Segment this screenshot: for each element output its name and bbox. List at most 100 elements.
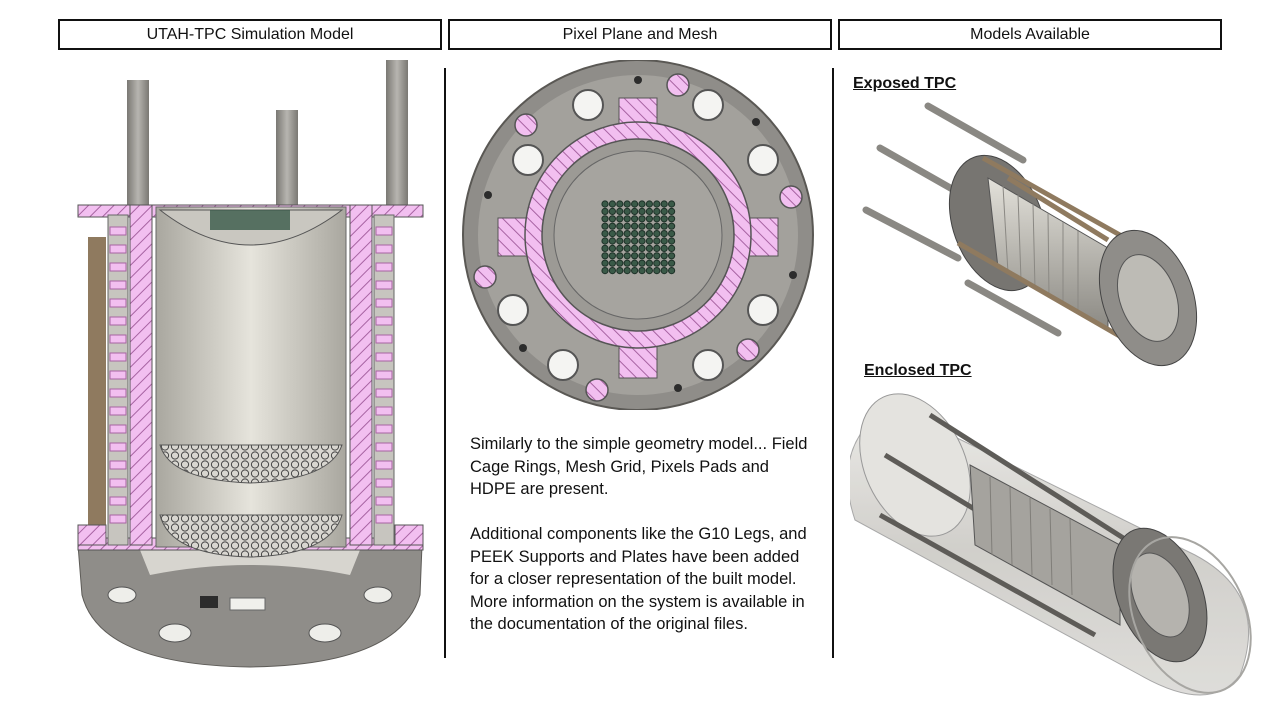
pixel-pad [631, 215, 639, 223]
pixel-pad [653, 200, 661, 208]
pixel-pad [601, 259, 609, 267]
pixel-pad [616, 252, 624, 260]
pixel-pad [601, 200, 609, 208]
pixel-pad [601, 215, 609, 223]
pixel-pad [608, 237, 616, 245]
pixel-pad [631, 200, 639, 208]
pixel-pad [638, 215, 646, 223]
pixel-pad [653, 207, 661, 215]
pixel-pad [616, 259, 624, 267]
pixel-pad [660, 200, 668, 208]
pixel-pad [623, 252, 631, 260]
pixel-pad [623, 222, 631, 230]
pixel-pad [660, 215, 668, 223]
pixel-pad [660, 259, 668, 267]
pixel-pad [631, 259, 639, 267]
pixel-pad [645, 267, 653, 275]
pixel-pad [623, 267, 631, 275]
divider-left [444, 68, 446, 658]
pixel-pad [668, 252, 676, 260]
pixel-pad [660, 252, 668, 260]
pixel-pad [645, 230, 653, 238]
pixel-pad [616, 244, 624, 252]
pixel-pad [608, 215, 616, 223]
divider-right [832, 68, 834, 658]
pixel-pad [660, 207, 668, 215]
pixel-pad [668, 222, 676, 230]
pixel-pad [638, 259, 646, 267]
pixel-pad [668, 259, 676, 267]
pixel-pad [623, 244, 631, 252]
pixel-pad [668, 237, 676, 245]
pixel-pad [645, 244, 653, 252]
pixel-pad [660, 267, 668, 275]
pixel-pad [631, 267, 639, 275]
pixel-pad [631, 244, 639, 252]
pixel-pad [645, 222, 653, 230]
pixel-pad [668, 244, 676, 252]
pixel-pad [608, 244, 616, 252]
pixel-pad [623, 215, 631, 223]
header-pixel-plane: Pixel Plane and Mesh [448, 19, 832, 50]
pixel-pad [601, 230, 609, 238]
pixel-pad [638, 244, 646, 252]
pixel-pad [638, 200, 646, 208]
pixel-pad [601, 207, 609, 215]
pixel-pad [623, 259, 631, 267]
pixel-pad [616, 207, 624, 215]
pixel-pad [623, 200, 631, 208]
pixel-pad [638, 267, 646, 275]
pixel-pad [653, 259, 661, 267]
pixel-pad [653, 267, 661, 275]
pixel-pad [623, 207, 631, 215]
pixel-pad [616, 222, 624, 230]
pixel-pad [616, 237, 624, 245]
pixel-pad [653, 230, 661, 238]
pixel-pad [601, 237, 609, 245]
pixel-pad [653, 222, 661, 230]
pixel-pad [616, 267, 624, 275]
label-exposed-tpc: Exposed TPC [853, 75, 957, 92]
pixel-pad [653, 237, 661, 245]
pixel-pad [608, 207, 616, 215]
description-paragraph-2: Additional components like the G10 Legs,… [470, 525, 807, 633]
label-enclosed-tpc: Enclosed TPC [864, 362, 972, 379]
pixel-pad [631, 207, 639, 215]
pixel-pad [608, 230, 616, 238]
header-simulation-model: UTAH-TPC Simulation Model [58, 19, 442, 50]
pixel-pad [631, 237, 639, 245]
pixel-pad [601, 252, 609, 260]
pixel-pad [623, 237, 631, 245]
pixel-pad [608, 259, 616, 267]
enclosed-tpc-image [850, 393, 1252, 696]
pixel-pad [631, 252, 639, 260]
pixel-pad [608, 252, 616, 260]
pixel-pad [660, 230, 668, 238]
pixel-pad [668, 267, 676, 275]
pixel-pad [638, 222, 646, 230]
pixel-pad [660, 222, 668, 230]
pixel-pad [638, 207, 646, 215]
pixel-pad [668, 200, 676, 208]
exposed-tpc-image [862, 102, 1198, 367]
pixel-pad [645, 252, 653, 260]
pixel-pad [638, 252, 646, 260]
pixel-pad [631, 230, 639, 238]
pixel-pad [616, 230, 624, 238]
header-models-available: Models Available [838, 19, 1222, 50]
pixel-pad [608, 200, 616, 208]
pixel-pad [638, 237, 646, 245]
pixel-pad [645, 237, 653, 245]
pixel-pad [653, 252, 661, 260]
pixel-pad [616, 215, 624, 223]
pixel-pad [660, 244, 668, 252]
pixel-pad [645, 200, 653, 208]
pixel-pad [608, 222, 616, 230]
pixel-pad [645, 207, 653, 215]
pixel-pad [668, 230, 676, 238]
pixel-pad [645, 215, 653, 223]
pixel-pad [645, 259, 653, 267]
description-paragraph-1: Similarly to the simple geometry model..… [470, 435, 808, 498]
pixel-pad [623, 230, 631, 238]
tpc-cross-section-image [77, 60, 424, 668]
